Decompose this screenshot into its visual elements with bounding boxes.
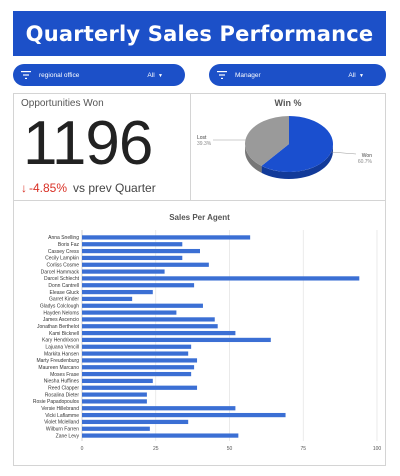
sales-bar: [82, 242, 183, 247]
sales-bar: [82, 289, 153, 295]
sales-bar: [82, 310, 177, 315]
agent-label: Rosie Papadopoulos: [33, 399, 80, 405]
x-tick-label: 75: [300, 446, 306, 452]
agent-label: Wilburn Farren: [46, 427, 79, 433]
sales-bar: [82, 269, 165, 274]
sales-bar: [82, 412, 286, 418]
agent-label: Vicki Laflamme: [45, 413, 79, 419]
opportunities-won-panel: Opportunities Won 1196 ↓ -4.85% vs prev …: [13, 93, 191, 201]
filter-icon: [21, 71, 31, 79]
agent-label: Violet Mclelland: [44, 420, 79, 426]
filter-icon: [217, 71, 227, 79]
agent-label: Anna Snelling: [48, 235, 79, 241]
agent-label: Donn Cantrell: [48, 283, 79, 289]
pie-label: Won: [362, 153, 372, 159]
filter-value[interactable]: All ▼: [348, 71, 364, 79]
caret-down-icon: ▼: [357, 72, 364, 79]
sales-bar: [82, 255, 183, 261]
pie-value-label: 39.3%: [197, 141, 212, 147]
sales-per-agent-panel: Sales Per Agent 0 25 50 75 100 Anna Snelling B…: [13, 200, 386, 466]
agent-label: Gladys Colclough: [40, 304, 79, 310]
sales-bar: [82, 303, 203, 308]
agent-label: Cassey Cress: [48, 249, 80, 255]
pie-side-lost: [245, 144, 262, 173]
agent-label: Maureen Marcano: [38, 365, 79, 371]
win-chart-title: Win %: [274, 98, 302, 108]
x-tick-label: 25: [153, 446, 159, 452]
sales-bar: [82, 365, 195, 370]
sales-bar: [82, 385, 198, 390]
sales-bar: [82, 324, 218, 329]
agent-label: Hayden Neloms: [43, 310, 79, 316]
agent-label: Niesha Huffines: [44, 379, 80, 385]
sales-bar: [82, 248, 200, 254]
win-percent-panel: Win % Won 60.7% Lost 39.3%: [190, 93, 386, 201]
sales-bar: [82, 399, 147, 404]
agent-label: Kary Hendrixson: [42, 338, 79, 344]
agent-label: Versie Hillebrand: [41, 406, 79, 412]
sales-chart-title: Sales Per Agent: [169, 213, 230, 222]
delta-label: vs prev Quarter: [73, 181, 156, 195]
pie-leader-line: [330, 151, 357, 155]
sales-bar: [82, 358, 198, 363]
agent-label: Jonathan Berthelot: [37, 324, 80, 330]
filter-label: Manager: [235, 71, 261, 79]
sales-bar: [82, 406, 236, 411]
pie-slice-won: [261, 116, 333, 172]
sales-bar: [82, 426, 150, 431]
opportunities-title: Opportunities Won: [21, 98, 104, 109]
x-tick-label: 100: [373, 446, 382, 452]
agent-label: Boris Faz: [58, 242, 80, 248]
opportunities-delta: ↓ -4.85% vs prev Quarter: [21, 181, 156, 195]
sales-bar: [82, 378, 153, 384]
filter-regional-office[interactable]: regional office All ▼: [13, 64, 185, 86]
filter-value[interactable]: All ▼: [147, 71, 163, 79]
dashboard-title: Quarterly Sales Performance: [13, 11, 386, 56]
filter-manager[interactable]: Manager All ▼: [209, 64, 386, 86]
agent-label: Corliss Cosme: [46, 263, 79, 269]
x-tick-label: 50: [227, 446, 233, 452]
agent-label: Cecily Lampkin: [45, 256, 79, 262]
sales-bar: [82, 392, 147, 397]
filter-label: regional office: [39, 71, 80, 79]
x-tick-label: 0: [81, 446, 84, 452]
agent-label: Reed Clapper: [48, 386, 79, 392]
pie-value-label: 60.7%: [358, 159, 373, 165]
agent-label: Darcel Schlecht: [44, 276, 80, 282]
sales-bar: [82, 344, 192, 349]
pie-slice-lost: [244, 116, 289, 166]
sales-bar: [82, 262, 209, 267]
sales-bar: [82, 276, 360, 281]
pie-label: Lost: [197, 135, 207, 141]
agent-label: Lajuana Vencill: [45, 345, 79, 351]
sales-bar: [82, 419, 189, 425]
agent-label: Darcel Hammack: [41, 269, 80, 275]
pie-side-won: [261, 145, 333, 179]
sales-bar: [82, 317, 215, 322]
sales-bar: [82, 351, 189, 356]
agent-label: Garret Kinder: [49, 297, 79, 303]
agent-label: Rosalina Dieter: [45, 392, 80, 398]
caret-down-icon: ▼: [156, 72, 163, 79]
sales-bar: [82, 296, 133, 302]
sales-bar: [82, 433, 239, 438]
sales-bar: [82, 330, 236, 336]
sales-bar: [82, 283, 195, 288]
delta-value: -4.85%: [29, 181, 68, 195]
agent-label: James Ascencio: [43, 317, 79, 323]
agent-label: Kami Bicknell: [49, 331, 79, 337]
sales-bar: [82, 337, 271, 343]
opportunities-value: 1196: [23, 109, 153, 178]
agent-label: Moses Frase: [50, 372, 79, 378]
agent-label: Marty Freudenburg: [36, 358, 79, 364]
sales-bar: [82, 371, 192, 377]
agent-label: Elease Gluck: [50, 290, 80, 296]
agent-label: Zane Levy: [56, 433, 80, 439]
agent-label: Markita Hansen: [44, 351, 79, 357]
sales-bar: [82, 235, 251, 240]
arrow-down-icon: ↓: [21, 181, 27, 195]
